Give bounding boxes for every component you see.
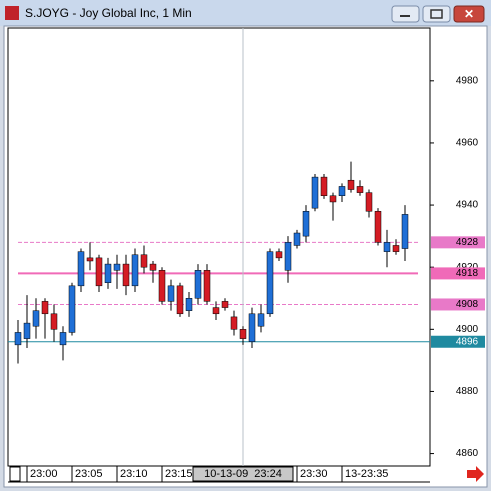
candle-body: [356, 186, 364, 193]
close-icon: ✕: [464, 7, 474, 21]
candle-body: [338, 186, 346, 196]
scroll-handle: [9, 466, 21, 482]
price-level-box: [431, 236, 485, 249]
candle-body: [86, 257, 94, 262]
candle-body: [374, 211, 382, 243]
x-tick-label: 23:10: [120, 468, 148, 480]
y-tick-label: 4860: [456, 448, 479, 459]
y-tick-label: 4920: [456, 262, 479, 273]
candle-body: [185, 298, 193, 311]
candle-body: [23, 322, 31, 339]
candle-body: [131, 254, 139, 287]
price-level-label: 4928: [456, 237, 479, 248]
x-tick-label: 13-23:35: [345, 468, 388, 480]
price-level-box: [431, 267, 485, 280]
candle-body: [122, 263, 130, 287]
candle-body: [176, 285, 184, 315]
candle-body: [68, 285, 76, 333]
y-tick-label: 4880: [456, 386, 479, 397]
candle-body: [320, 176, 328, 196]
candle-body: [365, 192, 373, 212]
candle-body: [401, 214, 409, 249]
candle-body: [41, 301, 49, 315]
candle-body: [149, 263, 157, 271]
y-tick-label: 4940: [456, 200, 479, 211]
close-button[interactable]: [453, 5, 485, 23]
y-tick-label: 4980: [456, 75, 479, 86]
plot-area: [7, 27, 431, 467]
candle-body: [167, 285, 175, 302]
candle-body: [383, 242, 391, 252]
candle-body: [158, 270, 166, 302]
maximize-button[interactable]: [422, 5, 451, 23]
candle-body: [59, 332, 67, 346]
candle-body: [239, 329, 247, 339]
candle-body: [347, 179, 355, 190]
maximize-icon: [430, 9, 443, 19]
candle-body: [230, 316, 238, 330]
candle-body: [14, 332, 22, 346]
candle-body: [32, 310, 40, 327]
x-tick-label: 23:00: [30, 468, 58, 480]
candle-body: [194, 270, 202, 299]
y-tick-label: 4960: [456, 138, 479, 149]
price-level-label: 4908: [456, 299, 479, 310]
candle-body: [140, 254, 148, 268]
price-level-label: 4896: [456, 336, 479, 347]
candle-body: [104, 263, 112, 283]
candle-body: [248, 313, 256, 342]
candle-body: [77, 251, 85, 287]
x-tick-label: 23:30: [300, 468, 328, 480]
crosshair-label: 10-13-09 23:24: [204, 468, 282, 480]
candle-body: [284, 242, 292, 271]
scroll-arrow[interactable]: [467, 466, 484, 482]
price-level-box: [431, 335, 485, 348]
y-tick-label: 4900: [456, 324, 479, 335]
candle-body: [266, 251, 274, 315]
candle-body: [275, 251, 283, 259]
candle-body: [302, 211, 310, 237]
candle-body: [113, 263, 121, 271]
x-tick-label: 23:05: [75, 468, 103, 480]
candle-body: [329, 195, 337, 203]
crosshair-label-box: [192, 466, 294, 482]
candle-body: [95, 257, 103, 287]
candle-body: [293, 232, 301, 246]
x-tick-label: 23:15: [165, 468, 193, 480]
app-icon: [5, 6, 19, 20]
candle-body: [221, 301, 229, 308]
price-level-box: [431, 298, 485, 311]
candle-body: [50, 313, 58, 330]
candle-body: [311, 176, 319, 209]
candle-body: [257, 313, 265, 327]
window-title: S.JOYG - Joy Global Inc, 1 Min: [25, 6, 192, 20]
candle-body: [212, 307, 220, 315]
minimize-button[interactable]: [391, 5, 420, 23]
price-level-label: 4918: [456, 268, 479, 279]
candle-body: [392, 245, 400, 252]
candle-body: [203, 270, 211, 302]
